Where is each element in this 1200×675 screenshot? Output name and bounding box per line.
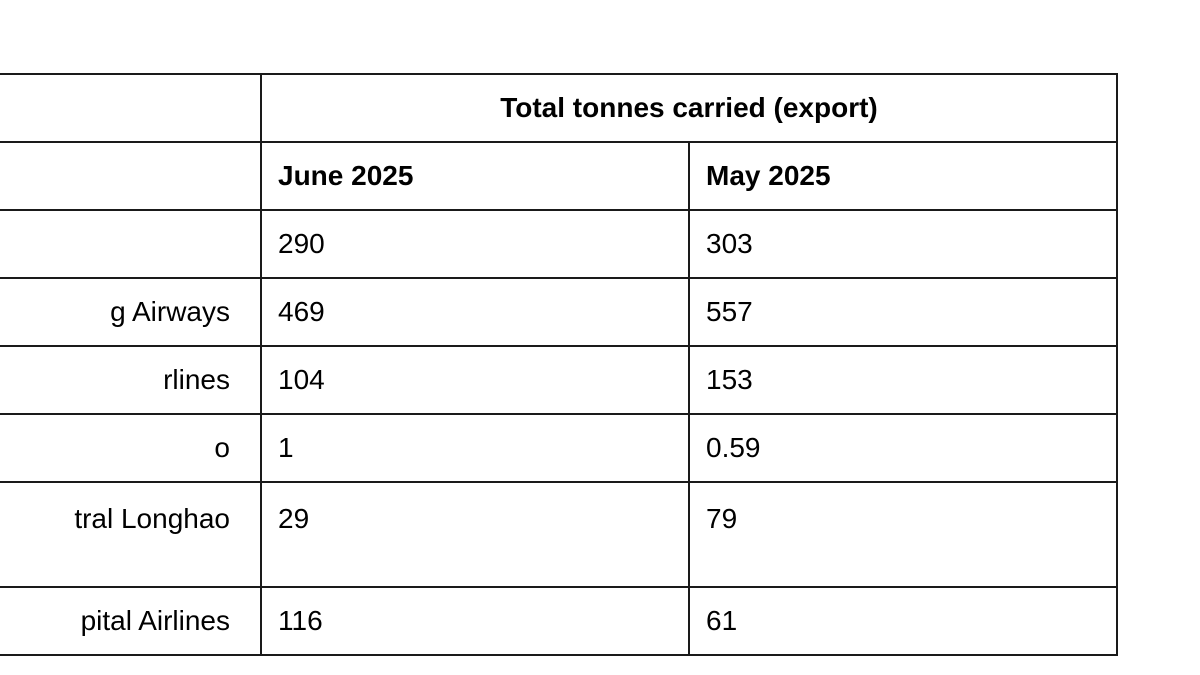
airline-name: o	[214, 432, 230, 463]
airline-subheader-cell	[0, 141, 262, 211]
table-row: pital Airlines 116 61	[0, 586, 1118, 656]
may-value-cell: 303	[688, 209, 1118, 279]
june-value-cell: 1	[260, 413, 690, 483]
june-value-cell: 29	[260, 481, 690, 588]
table-row: rlines 104 153	[0, 345, 1118, 415]
may-value-cell: 557	[688, 277, 1118, 347]
airline-name: g Airways	[110, 296, 230, 327]
may-value-cell: 153	[688, 345, 1118, 415]
may-value-cell: 0.59	[688, 413, 1118, 483]
june-value-cell: 104	[260, 345, 690, 415]
airline-cell: tral Longhao	[0, 481, 262, 588]
airline-name: rlines	[163, 364, 230, 395]
airline-cell	[0, 209, 262, 279]
table-header-group-row: Total tonnes carried (export)	[0, 73, 1118, 143]
group-header-cell: Total tonnes carried (export)	[260, 73, 1118, 143]
table-row: g Airways 469 557	[0, 277, 1118, 347]
airline-header-cell	[0, 73, 262, 143]
airline-cell: o	[0, 413, 262, 483]
table-row: tral Longhao 29 79	[0, 481, 1118, 588]
may-value-cell: 61	[688, 586, 1118, 656]
table-header-row: June 2025 May 2025	[0, 141, 1118, 211]
table-row: 290 303	[0, 209, 1118, 279]
column-header-june: June 2025	[260, 141, 690, 211]
airline-name: pital Airlines	[80, 605, 230, 636]
cargo-table: Total tonnes carried (export) June 2025 …	[0, 73, 1118, 656]
column-header-may: May 2025	[688, 141, 1118, 211]
june-value-cell: 116	[260, 586, 690, 656]
airline-cell: pital Airlines	[0, 586, 262, 656]
june-value-cell: 290	[260, 209, 690, 279]
may-value-cell: 79	[688, 481, 1118, 588]
airline-name: tral Longhao	[74, 503, 230, 534]
airline-cell: g Airways	[0, 277, 262, 347]
table-row: o 1 0.59	[0, 413, 1118, 483]
airline-cell: rlines	[0, 345, 262, 415]
june-value-cell: 469	[260, 277, 690, 347]
